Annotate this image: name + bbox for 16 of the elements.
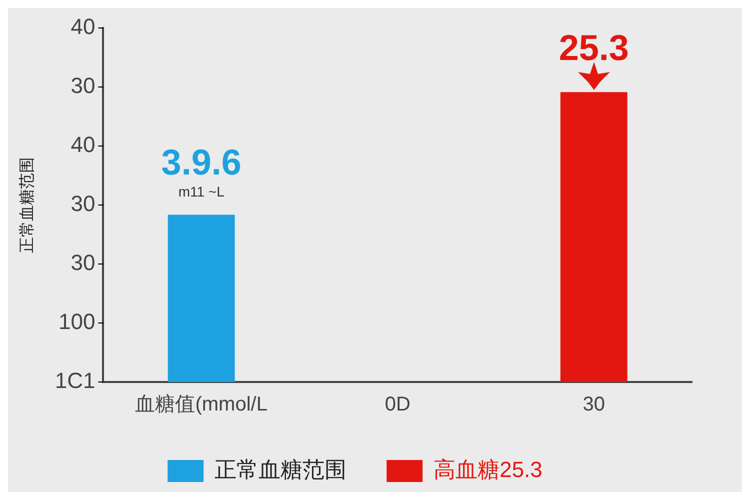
text: 30 [70,73,96,98]
text: 30 [70,191,96,216]
text: 30 [70,250,96,276]
text: 40 [70,132,96,158]
text: 1C1 [54,368,96,394]
y-axis-title: 正常血糖范围 [18,157,36,253]
x-tick-label: 30 [582,394,605,416]
data-label: 25.3 [558,27,629,68]
text: 100 [58,309,96,334]
x-tick-label: 血糖值(mmol/L [135,394,268,416]
data-label: 3.9.6 [161,142,242,183]
legend-label: 高血糖25.3 [434,457,542,482]
text: 40 [70,14,96,40]
annotation: m11 ~L [178,184,225,200]
legend-label: 正常血糖范围 [214,457,347,482]
x-tick-label: 0D [384,394,410,416]
